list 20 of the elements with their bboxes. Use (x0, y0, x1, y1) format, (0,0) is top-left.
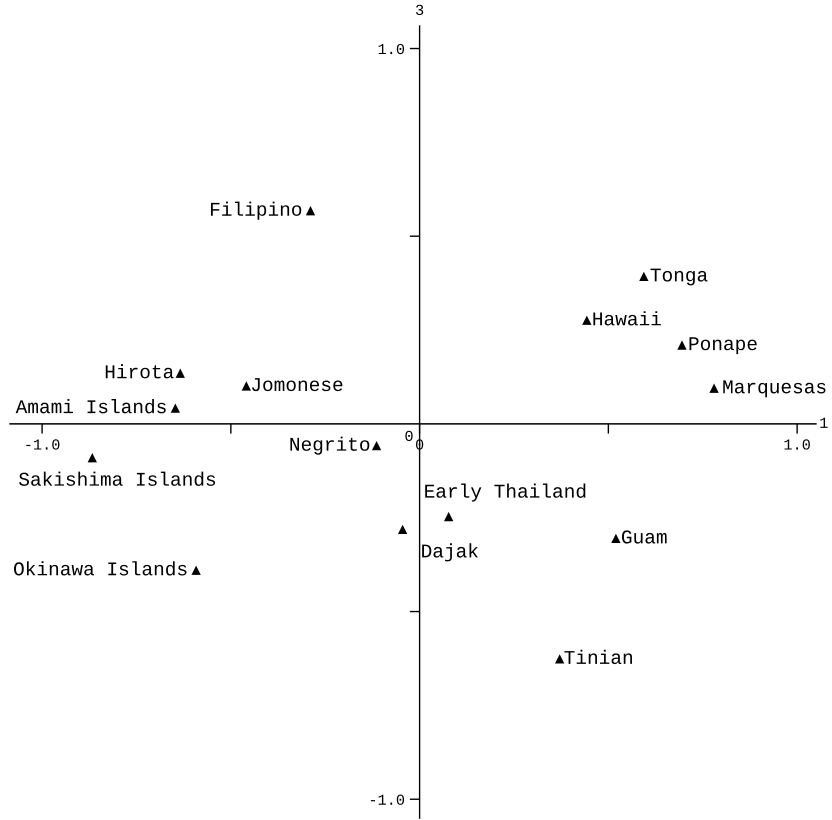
text: 0 (405, 430, 413, 442)
annotation: Okinawa Islands (14, 561, 186, 576)
annotation: Guam (622, 530, 667, 544)
annotation: Early Thailand (425, 484, 586, 502)
annotation: Jomonese (252, 378, 342, 392)
annotation: Hawaii (593, 311, 661, 326)
annotation: Marquesas (723, 380, 826, 398)
annotation: Negrito (290, 436, 370, 455)
y-axis-title: 3 (416, 4, 424, 16)
x-axis-title: 1 (820, 418, 828, 428)
annotation: Sakishima Islands (19, 472, 216, 486)
annotation: Dajak (422, 543, 478, 562)
annotation: Hirota (106, 364, 174, 378)
annotation: Filipino (210, 202, 302, 220)
annotation: Tinian (564, 650, 632, 664)
x-tick-label: -1.0 (26, 439, 60, 450)
x-tick-label: 1.0 (784, 439, 810, 450)
annotation: Ponape (690, 337, 757, 354)
annotation: Amami Islands (16, 399, 166, 414)
annotation: Tonga (650, 268, 708, 286)
